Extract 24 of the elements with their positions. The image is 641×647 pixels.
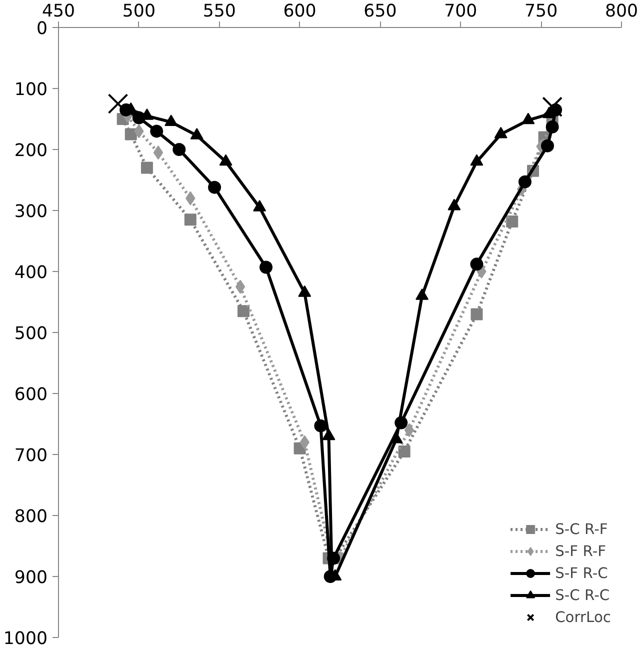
x-tick-label: 450 bbox=[42, 2, 76, 22]
legend-label: S-F R-F bbox=[555, 542, 606, 560]
y-tick-label: 0 bbox=[36, 19, 48, 39]
y-tick-label: 100 bbox=[14, 80, 48, 100]
y-tick-label: 1000 bbox=[3, 629, 48, 647]
x-tick-label: 550 bbox=[202, 2, 236, 22]
x-tick-label: 600 bbox=[283, 2, 316, 22]
y-tick-label: 400 bbox=[14, 263, 48, 283]
legend-label: CorrLoc bbox=[555, 608, 611, 626]
x-tick-label: 500 bbox=[122, 2, 156, 22]
y-tick-label: 800 bbox=[14, 507, 48, 527]
x-tick-label: 750 bbox=[524, 2, 558, 22]
legend-label: S-C R-F bbox=[555, 520, 608, 538]
legend-label: S-F R-C bbox=[555, 564, 608, 582]
y-tick-label: 900 bbox=[14, 568, 48, 588]
y-tick-label: 700 bbox=[14, 446, 48, 466]
x-tick-label: 650 bbox=[364, 2, 397, 22]
y-tick-label: 500 bbox=[14, 324, 48, 344]
y-tick-label: 600 bbox=[14, 385, 48, 405]
legend-label: S-C R-C bbox=[555, 586, 610, 604]
y-tick-label: 300 bbox=[14, 202, 48, 222]
x-tick-label: 700 bbox=[444, 2, 478, 22]
x-tick-label: 800 bbox=[604, 2, 638, 22]
y-tick-label: 200 bbox=[14, 141, 48, 161]
